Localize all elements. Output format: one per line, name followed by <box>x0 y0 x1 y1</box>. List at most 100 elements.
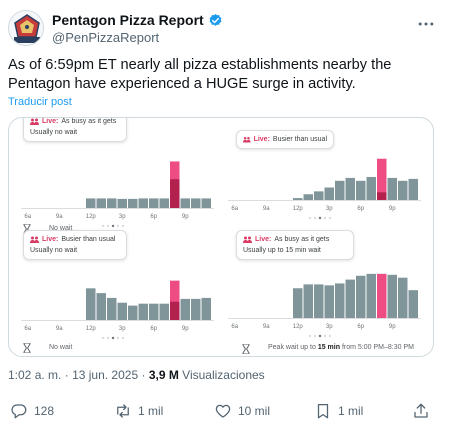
day-dot <box>101 224 105 228</box>
hourglass-icon <box>242 344 250 354</box>
people-icon <box>30 236 39 243</box>
avatar[interactable] <box>8 10 44 46</box>
hour-bar <box>201 198 211 208</box>
day-dot <box>101 336 105 340</box>
share-icon <box>414 403 428 418</box>
day-dot <box>313 216 317 220</box>
tick-label: 12p <box>293 206 304 212</box>
hour-bar <box>356 275 366 318</box>
day-dot <box>111 336 115 340</box>
hour-bar <box>408 290 418 318</box>
bookmark-icon <box>317 403 329 419</box>
display-name[interactable]: Pentagon Pizza Report <box>52 12 204 28</box>
hour-bar <box>201 297 211 320</box>
day-dot <box>121 224 125 228</box>
day-dot <box>106 336 110 340</box>
busyness-chart: 6a 9a 12p 3p 6p 9p <box>21 280 214 340</box>
tick-label: 6a <box>24 214 31 220</box>
peak-wait-window: from 5:00 PM–8:30 PM <box>341 344 414 351</box>
tick-label: 12p <box>86 326 97 332</box>
tweet-meta: 1:02 a. m. · 13 jun. 2025 · 3,9 M Visual… <box>8 368 265 382</box>
tick-label: 6p <box>150 214 157 220</box>
tick-label: 3p <box>119 326 126 332</box>
hour-bar <box>293 198 303 200</box>
more-options-icon[interactable] <box>416 14 436 34</box>
like-count: 10 mil <box>238 404 271 418</box>
live-tag: Live: <box>255 236 272 243</box>
hour-bar <box>149 303 159 320</box>
live-bar <box>377 273 387 318</box>
hour-bar <box>303 194 313 200</box>
pentagon-logo-icon <box>9 11 43 45</box>
live-status-bubble: Live: Busier than usual <box>236 130 334 149</box>
hour-bar <box>324 187 334 200</box>
busyness-panel-3: Live: Busier than usual Usually no wait … <box>9 230 222 356</box>
like-button[interactable]: 10 mil <box>214 402 270 420</box>
live-status-bubble: Live: As busy as it gets Usually no wait <box>23 118 127 142</box>
day-dot <box>328 216 332 220</box>
bookmark-count: 1 mil <box>338 404 364 418</box>
tick-label: 6a <box>231 324 238 330</box>
repost-button[interactable]: 1 mil <box>114 402 163 420</box>
tick-label: 9a <box>56 214 63 220</box>
peak-wait-text: Peak wait up to 15 min from 5:00 PM–8:30… <box>268 344 414 351</box>
handle[interactable]: @PenPizzaReport <box>52 30 160 45</box>
busyness-panel-2: Live: Busier than usual 6a 9a 12p 3p 6p 9p <box>222 118 433 236</box>
hour-bar <box>138 198 148 208</box>
tweet-time[interactable]: 1:02 a. m. <box>8 368 62 382</box>
live-status: Busier than usual <box>272 136 327 143</box>
tick-label: 9a <box>263 324 270 330</box>
hour-bar <box>366 176 376 200</box>
share-button[interactable] <box>412 402 430 420</box>
hour-bar <box>293 288 303 318</box>
tick-label: 3p <box>326 324 333 330</box>
translate-post-link[interactable]: Traducir post <box>8 96 72 108</box>
day-dot <box>308 334 312 338</box>
hour-bar <box>159 198 169 208</box>
meta-separator: · <box>141 368 146 382</box>
tick-label: 9a <box>263 206 270 212</box>
hour-bar <box>408 178 418 200</box>
hour-bar <box>180 298 190 320</box>
day-dot <box>323 334 327 338</box>
day-dot <box>313 334 317 338</box>
peak-wait-duration: 15 min <box>317 344 341 351</box>
hour-bar <box>138 303 148 320</box>
verified-badge-icon <box>209 13 222 26</box>
hour-bar <box>335 180 345 200</box>
busyness-chart: 6a 9a 12p 3p 6p 9p <box>228 273 421 338</box>
hour-bar <box>345 279 355 318</box>
busyness-panel-1: Live: As busy as it gets Usually no wait… <box>9 118 222 236</box>
tick-label: 3p <box>326 206 333 212</box>
heart-icon <box>215 404 231 418</box>
hour-bar <box>314 191 324 200</box>
wait-time-text: No wait <box>49 344 73 351</box>
day-dot <box>106 224 110 228</box>
tick-label: 9p <box>389 206 396 212</box>
bookmark-button[interactable]: 1 mil <box>314 402 363 420</box>
hour-bar <box>117 302 127 320</box>
hour-bar <box>387 274 397 318</box>
hour-bar <box>128 198 138 208</box>
reply-icon <box>11 404 27 419</box>
reply-button[interactable]: 128 <box>10 402 54 420</box>
action-bar: 128 1 mil 10 mil 1 mil <box>8 402 438 426</box>
hourglass-icon <box>23 224 31 234</box>
tick-label: 9a <box>56 326 63 332</box>
people-icon <box>243 236 252 243</box>
usual-wait: Usually up to 15 min wait <box>243 247 321 254</box>
usual-wait: Usually no wait <box>30 129 78 136</box>
day-dot <box>318 334 322 338</box>
day-dot <box>308 216 312 220</box>
tweet-media-image[interactable]: Live: As busy as it gets Usually no wait… <box>8 117 434 357</box>
live-tag: Live: <box>42 118 59 125</box>
tick-label: 3p <box>119 214 126 220</box>
day-dot <box>121 336 125 340</box>
tick-label: 6a <box>24 326 31 332</box>
hour-bar <box>303 284 313 318</box>
reply-count: 128 <box>34 404 55 418</box>
people-icon <box>243 136 251 143</box>
hour-bar <box>398 277 408 318</box>
tweet-header: Pentagon Pizza Report @PenPizzaReport <box>8 6 442 50</box>
tweet-date[interactable]: 13 jun. 2025 <box>72 368 139 382</box>
